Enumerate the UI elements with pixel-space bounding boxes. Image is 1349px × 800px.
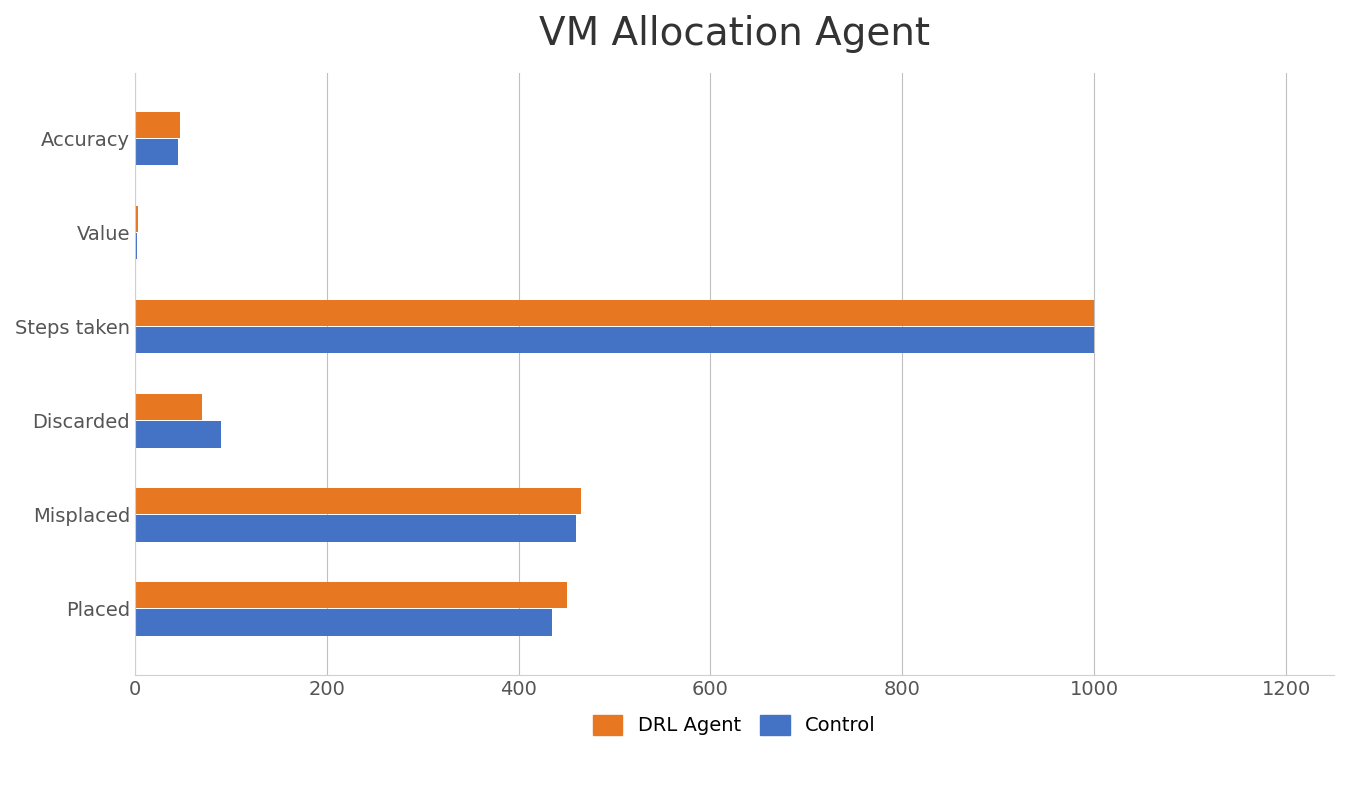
Bar [135, 394, 202, 420]
Bar [135, 300, 1094, 326]
Bar [135, 206, 138, 232]
Bar [135, 112, 179, 138]
Bar [135, 582, 567, 608]
Legend: DRL Agent, Control: DRL Agent, Control [585, 707, 884, 743]
Bar [135, 139, 178, 166]
Bar [135, 610, 552, 636]
Title: VM Allocation Agent: VM Allocation Agent [540, 15, 929, 53]
Bar [135, 422, 221, 447]
Bar [135, 233, 136, 259]
Bar [135, 488, 581, 514]
Bar [135, 327, 1094, 354]
Bar [135, 515, 576, 542]
